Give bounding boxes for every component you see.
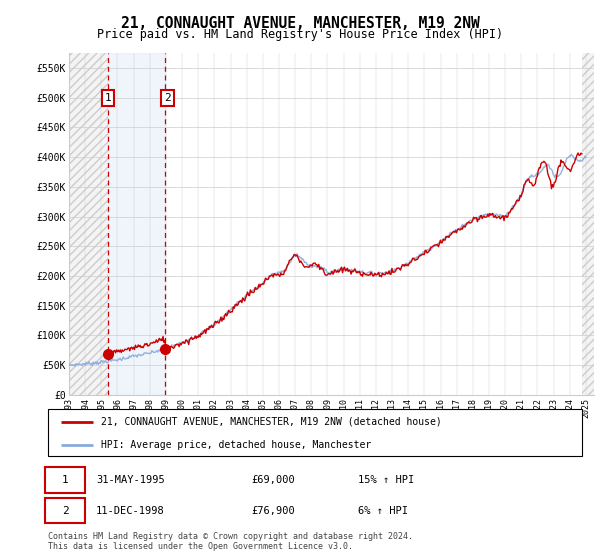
FancyBboxPatch shape	[46, 468, 85, 493]
Text: 2: 2	[62, 506, 69, 516]
Text: 15% ↑ HPI: 15% ↑ HPI	[358, 475, 414, 485]
Text: £76,900: £76,900	[251, 506, 295, 516]
FancyBboxPatch shape	[46, 498, 85, 524]
Text: 21, CONNAUGHT AVENUE, MANCHESTER, M19 2NW: 21, CONNAUGHT AVENUE, MANCHESTER, M19 2N…	[121, 16, 479, 31]
Text: £69,000: £69,000	[251, 475, 295, 485]
Text: Price paid vs. HM Land Registry's House Price Index (HPI): Price paid vs. HM Land Registry's House …	[97, 28, 503, 41]
Text: HPI: Average price, detached house, Manchester: HPI: Average price, detached house, Manc…	[101, 440, 371, 450]
Text: 21, CONNAUGHT AVENUE, MANCHESTER, M19 2NW (detached house): 21, CONNAUGHT AVENUE, MANCHESTER, M19 2N…	[101, 417, 442, 427]
Text: 31-MAY-1995: 31-MAY-1995	[96, 475, 165, 485]
Text: 1: 1	[104, 93, 112, 102]
Text: 2: 2	[164, 93, 171, 102]
Bar	[108, 53, 165, 395]
FancyBboxPatch shape	[48, 409, 582, 456]
Text: Contains HM Land Registry data © Crown copyright and database right 2024.
This d: Contains HM Land Registry data © Crown c…	[48, 532, 413, 552]
Text: 1: 1	[62, 475, 69, 485]
Text: 11-DEC-1998: 11-DEC-1998	[96, 506, 165, 516]
Text: 6% ↑ HPI: 6% ↑ HPI	[358, 506, 408, 516]
